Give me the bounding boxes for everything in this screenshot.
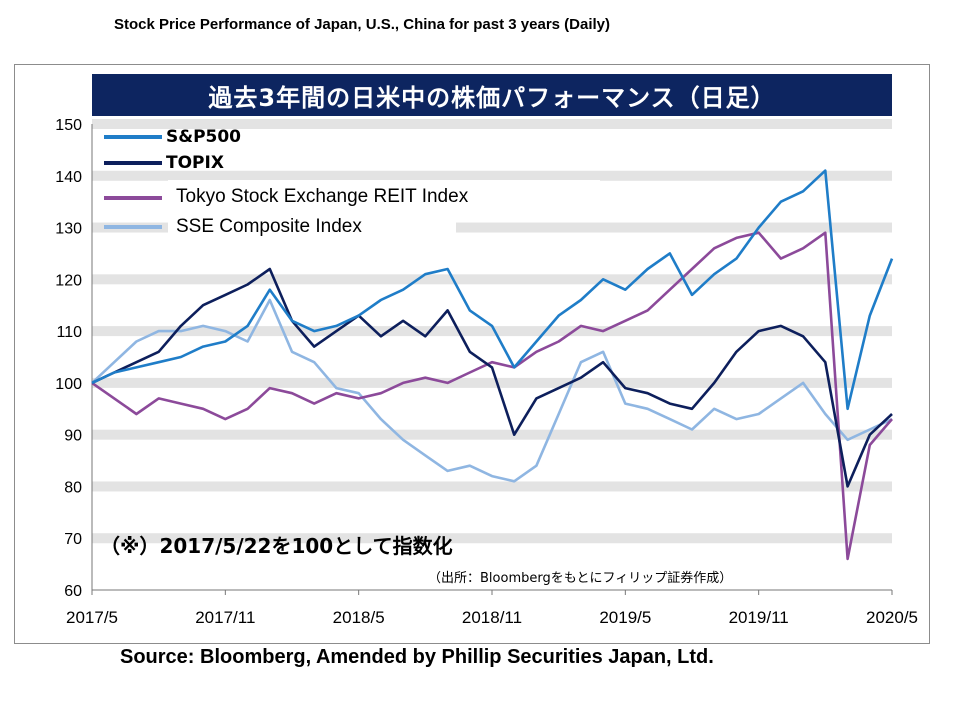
y-tick-label: 110 (56, 324, 82, 341)
chart-annotation: （※）2017/5/22を100として指数化 (100, 534, 453, 558)
legend-label-sp500: S&P500 (166, 127, 242, 147)
gridline-band (92, 533, 892, 544)
y-tick-label: 140 (55, 169, 82, 186)
legend-mask-sse (168, 212, 456, 242)
y-tick-label: 100 (55, 376, 82, 393)
x-tick-label: 2017/5 (66, 608, 118, 627)
tick-labels: 150 140 130 120 110 100 90 80 70 60 2017/5 2017/11 2… (55, 117, 918, 627)
gridline-band (92, 377, 892, 388)
y-tick-label: 150 (55, 117, 82, 134)
x-tick-label: 2017/11 (195, 608, 255, 627)
legend-label-topix: TOPIX (166, 153, 224, 173)
series-line-sse-composite-index (91, 298, 893, 483)
series-line-tokyo-stock-exchange-reit-index (91, 231, 893, 561)
gridline-band (92, 170, 892, 181)
gridline-band (92, 222, 892, 233)
legend-label-sse: SSE Composite Index (176, 216, 362, 237)
legend-mask-reit (168, 180, 600, 214)
y-tick-label: 60 (64, 583, 82, 600)
series-lines (91, 169, 894, 561)
series-line-topix (91, 267, 893, 488)
y-tick-label: 70 (64, 531, 82, 548)
chart-title-banner: 過去3年間の日米中の株価パフォーマンス（日足） (92, 74, 892, 116)
chart-credit: （出所：Bloombergをもとにフィリップ証券作成） (428, 571, 733, 586)
y-tick-label: 80 (64, 479, 82, 496)
legend-label-reit: Tokyo Stock Exchange REIT Index (176, 186, 469, 207)
series-line-s-p500 (91, 169, 894, 411)
gridline-band (92, 481, 892, 492)
source-note: Source: Bloomberg, Amended by Phillip Se… (120, 646, 714, 668)
x-tick-label: 2020/5 (866, 608, 918, 627)
gridline-band (92, 274, 892, 285)
x-tick-label: 2018/5 (333, 608, 385, 627)
y-tick-label: 90 (64, 428, 82, 445)
y-tick-label: 130 (55, 221, 82, 238)
x-tick-label: 2019/11 (729, 608, 789, 627)
x-tick-label: 2018/11 (462, 608, 522, 627)
page-title: Stock Price Performance of Japan, U.S., … (114, 16, 611, 33)
axes (91, 124, 893, 595)
gridline-band (92, 326, 892, 337)
gridline-band (92, 429, 892, 440)
gridlines (92, 119, 892, 544)
x-tick-label: 2019/5 (599, 608, 651, 627)
y-tick-label: 120 (55, 272, 82, 289)
gridline-band (92, 119, 892, 129)
